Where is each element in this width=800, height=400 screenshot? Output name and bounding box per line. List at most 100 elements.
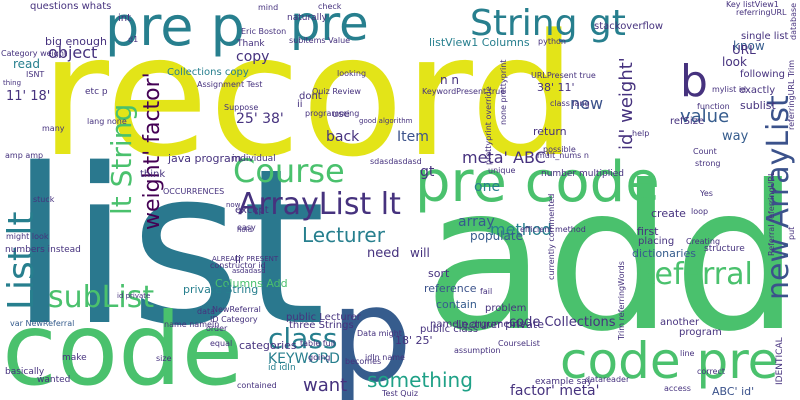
cloud-word: 11' 18' bbox=[6, 89, 51, 104]
cloud-word: dont bbox=[299, 91, 322, 102]
cloud-word: list bbox=[10, 122, 326, 373]
cloud-word: use bbox=[332, 109, 350, 120]
cloud-word: asdadasd bbox=[232, 267, 266, 275]
cloud-word: pre code bbox=[415, 150, 660, 215]
cloud-word: thing bbox=[3, 79, 22, 87]
cloud-word: 25' 38' bbox=[236, 111, 284, 127]
cloud-word: fail bbox=[480, 287, 493, 296]
cloud-word: mind bbox=[258, 3, 279, 12]
cloud-word: naturally bbox=[287, 13, 327, 23]
cloud-word: possible bbox=[543, 145, 576, 154]
cloud-word: currently commented bbox=[547, 193, 556, 280]
cloud-word: Referral bbox=[635, 257, 753, 292]
cloud-word: three Strings bbox=[289, 320, 354, 331]
cloud-word: line bbox=[680, 349, 695, 358]
cloud-word: pre p bbox=[105, 0, 245, 58]
cloud-word: KeywordPresent true bbox=[422, 87, 506, 96]
cloud-word: efficient method bbox=[520, 225, 586, 234]
cloud-word: another bbox=[660, 317, 700, 328]
cloud-word: Collections copy bbox=[167, 67, 249, 78]
cloud-word: might look bbox=[6, 232, 49, 241]
cloud-word: subitems Value bbox=[289, 36, 351, 45]
cloud-word: reference bbox=[424, 282, 477, 295]
cloud-word: List lt bbox=[1, 211, 42, 311]
cloud-word: ISNT bbox=[26, 70, 45, 79]
cloud-word: var NewReferral bbox=[10, 319, 75, 328]
cloud-word: idIn name bbox=[365, 353, 405, 362]
cloud-word: following bbox=[740, 69, 785, 80]
cloud-word: basically bbox=[5, 367, 45, 377]
cloud-word: help bbox=[632, 129, 650, 138]
cloud-word: unique bbox=[488, 166, 516, 175]
cloud-word: think bbox=[140, 169, 166, 180]
cloud-word: dictionaries bbox=[632, 247, 696, 260]
cloud-word: lang none bbox=[87, 117, 127, 126]
cloud-word: 18' 25' bbox=[395, 334, 433, 347]
cloud-word: nameIn arguments bbox=[430, 319, 525, 330]
cloud-word: refSize bbox=[670, 116, 705, 127]
cloud-word: Assignment Test bbox=[197, 80, 263, 89]
cloud-word: Course bbox=[233, 152, 345, 190]
cloud-word: problem bbox=[485, 303, 527, 314]
cloud-word: except bbox=[235, 205, 269, 216]
cloud-word: single list bbox=[741, 31, 789, 42]
cloud-word: java program bbox=[168, 152, 242, 165]
cloud-word: method bbox=[490, 220, 552, 239]
cloud-word: weight' factor' bbox=[140, 72, 165, 230]
cloud-word: number multiplied bbox=[541, 169, 624, 179]
cloud-word: Thank bbox=[237, 39, 265, 49]
cloud-word: Item bbox=[397, 129, 429, 145]
cloud-word: ABC' id' bbox=[712, 385, 755, 398]
cloud-word: Key listView1 bbox=[726, 0, 779, 9]
cloud-word: meta' ABC' bbox=[462, 148, 551, 167]
cloud-word: Data might bbox=[357, 329, 402, 338]
cloud-word: access bbox=[664, 384, 691, 393]
cloud-word: contained bbox=[237, 381, 277, 390]
cloud-word: going bbox=[308, 353, 331, 362]
cloud-word: code Collections bbox=[509, 315, 616, 330]
cloud-word: strong bbox=[695, 159, 721, 168]
cloud-word: mult_nums n bbox=[537, 151, 589, 160]
cloud-word: correct bbox=[697, 367, 726, 376]
cloud-word: class bbox=[268, 322, 338, 355]
cloud-word: look bbox=[722, 55, 747, 69]
cloud-word: something bbox=[367, 368, 473, 392]
cloud-word: individual bbox=[232, 154, 276, 164]
cloud-word: NewReferral bbox=[212, 305, 261, 314]
cloud-word: categories bbox=[239, 339, 297, 352]
cloud-word: ii bbox=[297, 99, 303, 110]
cloud-word: referringURL bbox=[736, 8, 787, 17]
cloud-word: class lang bbox=[550, 99, 590, 108]
cloud-word: d1 bbox=[128, 35, 139, 44]
cloud-word: add bbox=[423, 143, 800, 376]
cloud-word: Columns Add bbox=[215, 277, 288, 290]
cloud-word: want bbox=[303, 375, 348, 396]
cloud-word: loop bbox=[691, 207, 709, 216]
cloud-word: b bbox=[680, 56, 708, 107]
cloud-word: looking bbox=[337, 69, 367, 78]
cloud-word: amp amp bbox=[5, 151, 44, 160]
cloud-word: now bbox=[226, 201, 241, 209]
cloud-word: factor' meta' bbox=[510, 383, 600, 399]
cloud-word: good algorithm bbox=[359, 117, 413, 125]
cloud-word: equal bbox=[210, 339, 233, 348]
cloud-word: mylist id bbox=[712, 85, 747, 94]
cloud-word: first bbox=[637, 225, 659, 238]
cloud-word: stuck bbox=[33, 195, 55, 204]
cloud-word: URL bbox=[732, 43, 756, 57]
cloud-word: copy bbox=[236, 49, 270, 65]
cloud-word: public class bbox=[420, 324, 479, 335]
cloud-word: program bbox=[679, 327, 722, 338]
cloud-word: know bbox=[733, 39, 765, 53]
cloud-word: datareader bbox=[585, 375, 630, 384]
cloud-word: Eric Boston bbox=[241, 27, 287, 36]
cloud-word: easy bbox=[237, 223, 256, 232]
cloud-word: programming bbox=[305, 109, 360, 118]
cloud-word: String gt bbox=[470, 3, 626, 44]
cloud-word: prettyprint override bbox=[484, 86, 493, 165]
cloud-word: p bbox=[330, 259, 413, 400]
cloud-word: Count bbox=[693, 147, 717, 156]
cloud-word: private String bbox=[183, 283, 259, 296]
cloud-word: create bbox=[651, 207, 686, 220]
